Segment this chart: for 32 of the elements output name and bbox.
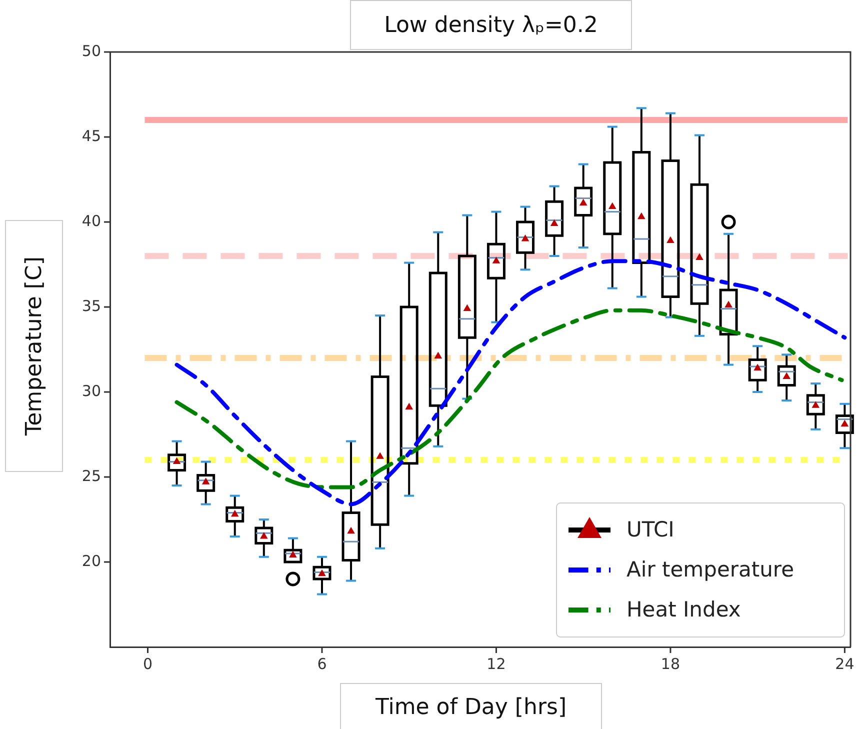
point	[434, 352, 442, 359]
x-tick-label: 18	[660, 654, 680, 673]
x-tick-label: 24	[835, 654, 854, 673]
point	[666, 236, 674, 243]
point	[696, 253, 704, 260]
y-tick-label: 35	[82, 296, 101, 315]
chart-title: Low density λₚ=0.2	[350, 0, 632, 50]
y-axis-title: Temperature [C]	[5, 220, 63, 472]
y-tick-label: 30	[82, 382, 101, 400]
point	[492, 256, 500, 264]
y-tick-label: 50	[82, 42, 101, 60]
line-series	[174, 259, 847, 506]
y-tick-label: 25	[82, 466, 101, 485]
y-tick-label: 40	[82, 212, 101, 230]
point	[550, 219, 558, 226]
point	[463, 304, 472, 311]
y-tick-label: 20	[82, 552, 101, 570]
point	[724, 300, 732, 308]
line-series	[174, 308, 844, 490]
legend-label: UTCI	[626, 517, 674, 542]
legend-label: Air temperature	[626, 557, 794, 582]
point	[347, 526, 355, 534]
point	[638, 212, 646, 220]
point	[608, 202, 616, 209]
point	[376, 452, 384, 459]
point	[405, 402, 413, 410]
x-tick-label: 0	[142, 654, 153, 673]
y-tick-label: 45	[82, 126, 101, 145]
x-tick-label: 6	[317, 654, 327, 673]
x-axis-title: Time of Day [hrs]	[340, 683, 602, 729]
x-tick-label: 12	[486, 654, 506, 673]
legend-label: Heat Index	[626, 597, 741, 622]
